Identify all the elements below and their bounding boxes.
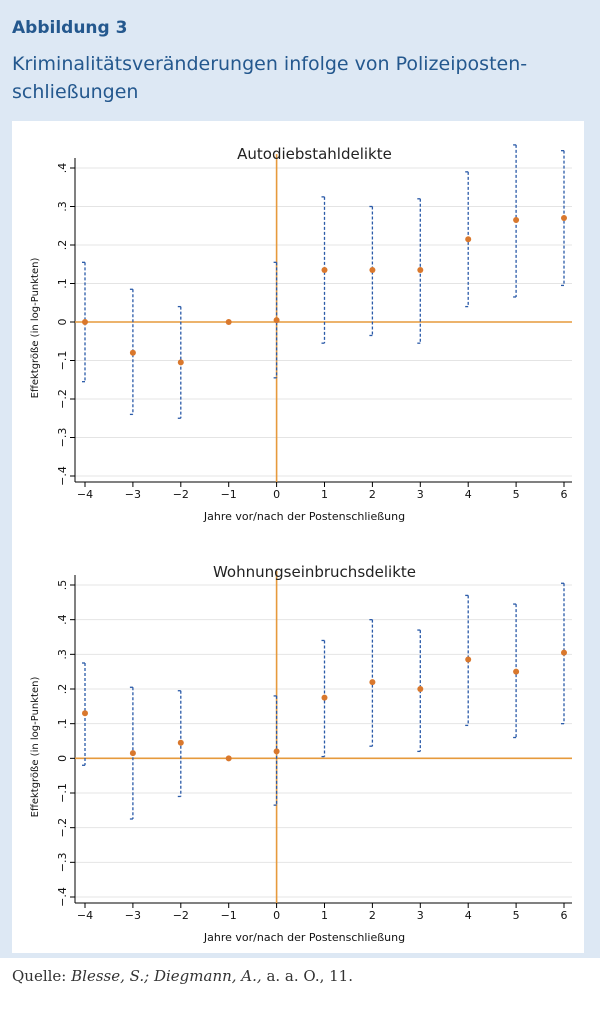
y-axis-label: Effektgröße (in log-Punkten) [30, 677, 41, 818]
y-tick-label: −.3 [56, 852, 69, 872]
y-axis-label: Effektgröße (in log-Punkten) [30, 258, 41, 399]
x-axis-label: Jahre vor/nach der Postenschließung [203, 510, 405, 523]
y-tick-label: .2 [56, 240, 69, 251]
y-tick-label: −.2 [56, 818, 69, 838]
data-point [417, 686, 424, 692]
x-tick-label: 3 [417, 488, 424, 501]
data-point [561, 649, 567, 656]
x-tick-label: −3 [125, 488, 141, 501]
data-point [129, 349, 136, 356]
data-point [129, 750, 136, 757]
figure-label: Abbildung 3 [12, 18, 128, 38]
y-tick-label: −.1 [56, 783, 69, 803]
x-tick-label: −4 [77, 488, 93, 501]
source-prefix: Quelle: [12, 967, 72, 985]
y-tick-label: .1 [56, 718, 69, 729]
y-tick-label: .4 [56, 163, 69, 174]
y-tick-label: .3 [56, 649, 69, 660]
x-tick-label: 3 [417, 909, 424, 922]
x-tick-label: 2 [369, 909, 376, 922]
y-tick-label: 0 [56, 319, 69, 326]
data-point [177, 359, 184, 366]
data-point [369, 267, 376, 274]
data-point [513, 216, 520, 223]
x-tick-label: −1 [221, 909, 237, 922]
y-tick-label: .2 [56, 684, 69, 695]
x-tick-label: 6 [561, 488, 568, 501]
source-note: Quelle: Blesse, S.; Diegmann, A., a. a. … [12, 967, 353, 985]
chart-wohnungseinbruch: −.4 −.3 −.2 −.1 0 .1 .2 .3 .4 .5 −4 −3 −2 −1 0 1 2 3 4 5 6 Wo… [30, 563, 572, 944]
figure-title: Kriminalitätsveränderungen infolge von P… [12, 53, 528, 103]
data-point [225, 755, 232, 762]
x-tick-label: 0 [273, 909, 280, 922]
y-tick-label: .5 [56, 580, 69, 591]
x-tick-label: 5 [513, 909, 520, 922]
data-point [273, 748, 280, 755]
x-tick-label: 1 [321, 488, 328, 501]
data-point [82, 319, 88, 325]
data-point [465, 236, 472, 243]
x-tick-label: 4 [465, 909, 472, 922]
data-point [82, 710, 88, 717]
data-point [321, 267, 328, 274]
y-tick-label: 0 [56, 755, 69, 762]
data-point [417, 267, 424, 274]
y-tick-label: −.3 [56, 428, 69, 448]
x-axis-label: Jahre vor/nach der Postenschließung [203, 931, 405, 944]
chart-title: Autodiebstahldelikte [237, 145, 392, 163]
chart-svg: −.4 −.3 −.2 −.1 0 .1 .2 .3 .4 −4 −3 −2 −1 0 1 2 3 4 5 6 Auto… [30, 144, 572, 944]
y-tick-label: −.1 [56, 351, 69, 371]
x-tick-label: 4 [465, 488, 472, 501]
x-tick-label: 5 [513, 488, 520, 501]
x-tick-label: −3 [125, 909, 141, 922]
x-tick-label: −4 [77, 909, 93, 922]
x-tick-label: 6 [561, 909, 568, 922]
data-point [321, 694, 328, 701]
chart-autodiebstahl: −.4 −.3 −.2 −.1 0 .1 .2 .3 .4 −4 −3 −2 −1 0 1 2 3 4 5 6 Auto… [30, 144, 572, 523]
data-point [273, 317, 280, 324]
x-tick-label: −2 [173, 488, 189, 501]
x-tick-label: −2 [173, 909, 189, 922]
y-tick-label: .1 [56, 278, 69, 289]
x-tick-label: −1 [221, 488, 237, 501]
data-point [561, 215, 567, 222]
y-tick-label: .3 [56, 201, 69, 212]
chart-title: Wohnungseinbruchsdelikte [213, 563, 416, 581]
data-point [177, 739, 184, 746]
source-rest: a. a. O., 11. [261, 967, 353, 985]
x-tick-label: 1 [321, 909, 328, 922]
x-tick-label: 2 [369, 488, 376, 501]
data-point [369, 679, 376, 686]
source-authors: Blesse, S.; Diegmann, A., [71, 967, 262, 985]
y-tick-label: −.4 [56, 466, 69, 486]
data-point [465, 656, 472, 663]
data-point [225, 319, 232, 325]
x-tick-label: 0 [273, 488, 280, 501]
chart-area: −.4 −.3 −.2 −.1 0 .1 .2 .3 .4 −4 −3 −2 −1 0 1 2 3 4 5 6 Auto… [12, 121, 584, 953]
y-tick-label: −.2 [56, 389, 69, 409]
data-point [513, 668, 520, 675]
y-tick-label: .4 [56, 614, 69, 625]
y-tick-label: −.4 [56, 887, 69, 907]
